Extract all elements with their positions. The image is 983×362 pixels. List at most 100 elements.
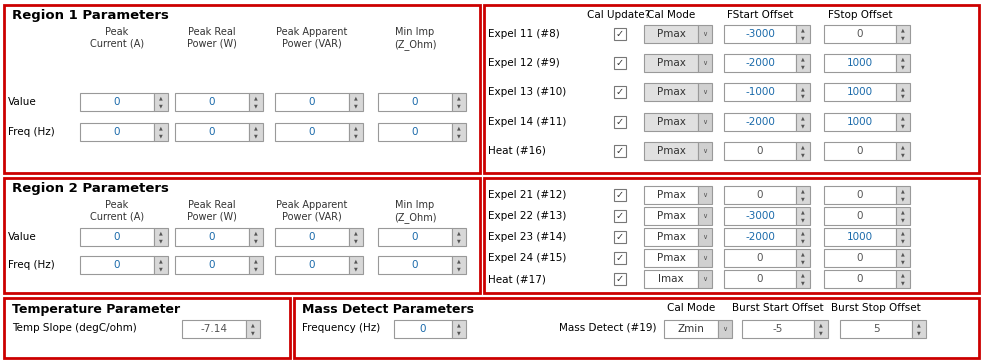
Text: -2000: -2000	[745, 58, 775, 68]
Text: Expel 24 (#15): Expel 24 (#15)	[488, 253, 566, 263]
Text: 0: 0	[857, 211, 863, 221]
Bar	[824, 142, 896, 160]
Text: FStart Offset: FStart Offset	[726, 10, 793, 20]
Text: 0: 0	[857, 29, 863, 39]
Text: ▼: ▼	[159, 104, 163, 109]
Bar	[724, 270, 796, 288]
Text: ▲: ▲	[801, 231, 805, 236]
Bar	[698, 249, 712, 267]
Text: -2000: -2000	[745, 117, 775, 127]
Text: 0: 0	[309, 260, 316, 270]
Text: ▼: ▼	[457, 134, 461, 138]
Bar	[824, 113, 896, 131]
Text: Cal Mode: Cal Mode	[647, 10, 695, 20]
Bar	[896, 186, 910, 204]
Bar	[644, 25, 698, 43]
Bar	[349, 256, 363, 274]
Bar	[80, 93, 154, 111]
Text: ▲: ▲	[819, 323, 823, 328]
Text: ✓: ✓	[616, 253, 624, 263]
Text: ✓: ✓	[616, 58, 624, 68]
Text: Peak Real
Power (W): Peak Real Power (W)	[187, 200, 237, 222]
Bar	[452, 228, 466, 246]
Text: ▼: ▼	[255, 134, 258, 138]
Text: Cal Mode: Cal Mode	[666, 303, 715, 313]
Text: 0: 0	[208, 260, 215, 270]
Text: ∨: ∨	[703, 31, 708, 37]
Text: ▼: ▼	[255, 104, 258, 109]
Bar	[275, 93, 349, 111]
Text: ▼: ▼	[901, 35, 905, 41]
Text: Expel 13 (#10): Expel 13 (#10)	[488, 87, 566, 97]
Text: ▼: ▼	[801, 94, 805, 99]
Text: -5: -5	[773, 324, 783, 334]
Text: ✓: ✓	[616, 274, 624, 284]
Text: 0: 0	[309, 97, 316, 107]
Bar	[275, 123, 349, 141]
Bar	[378, 228, 452, 246]
Text: ▼: ▼	[917, 331, 921, 336]
Text: 0: 0	[208, 232, 215, 242]
Text: Pmax: Pmax	[657, 117, 685, 127]
Bar	[698, 186, 712, 204]
Text: ▲: ▲	[901, 273, 905, 278]
Text: -3000: -3000	[745, 29, 775, 39]
Bar	[824, 270, 896, 288]
Text: Peak Real
Power (W): Peak Real Power (W)	[187, 27, 237, 49]
Text: ∨: ∨	[703, 119, 708, 125]
Bar	[896, 249, 910, 267]
Text: ▼: ▼	[901, 123, 905, 128]
Bar	[840, 320, 912, 338]
Bar	[452, 93, 466, 111]
Text: ▲: ▲	[159, 231, 163, 236]
Text: ∨: ∨	[703, 192, 708, 198]
Bar	[175, 256, 249, 274]
Bar	[814, 320, 828, 338]
Text: ▲: ▲	[255, 258, 258, 264]
Bar	[349, 123, 363, 141]
Text: ▼: ▼	[159, 266, 163, 272]
Bar	[644, 207, 698, 225]
Text: ▼: ▼	[801, 197, 805, 202]
Text: ▼: ▼	[255, 266, 258, 272]
Bar	[724, 54, 796, 72]
Bar	[394, 320, 452, 338]
Bar	[824, 83, 896, 101]
Text: Pmax: Pmax	[657, 58, 685, 68]
Bar	[912, 320, 926, 338]
Bar	[154, 228, 168, 246]
Bar	[896, 25, 910, 43]
Text: 0: 0	[420, 324, 427, 334]
Text: ▲: ▲	[159, 96, 163, 101]
Text: ▲: ▲	[255, 126, 258, 131]
Bar	[724, 249, 796, 267]
Text: ▲: ▲	[354, 96, 358, 101]
Text: ▲: ▲	[159, 258, 163, 264]
Bar	[896, 207, 910, 225]
Bar	[698, 207, 712, 225]
Text: ▼: ▼	[801, 218, 805, 223]
Text: ▼: ▼	[819, 331, 823, 336]
Bar	[644, 142, 698, 160]
Text: ▲: ▲	[901, 28, 905, 33]
Text: ✓: ✓	[616, 146, 624, 156]
Text: ∨: ∨	[703, 89, 708, 96]
Bar	[824, 54, 896, 72]
Bar	[175, 123, 249, 141]
Text: ▼: ▼	[901, 65, 905, 70]
Bar	[644, 113, 698, 131]
Text: 0: 0	[114, 97, 120, 107]
Bar	[614, 210, 626, 222]
Bar	[154, 123, 168, 141]
Text: ▲: ▲	[901, 115, 905, 120]
Text: Pmax: Pmax	[657, 146, 685, 156]
Bar	[249, 256, 263, 274]
Text: ▲: ▲	[801, 144, 805, 150]
Text: 0: 0	[412, 260, 418, 270]
Text: ✓: ✓	[616, 87, 624, 97]
Text: Pmax: Pmax	[657, 253, 685, 263]
Text: ▲: ▲	[901, 231, 905, 236]
Bar	[724, 207, 796, 225]
Bar	[664, 320, 718, 338]
Text: Peak
Current (A): Peak Current (A)	[89, 27, 145, 49]
